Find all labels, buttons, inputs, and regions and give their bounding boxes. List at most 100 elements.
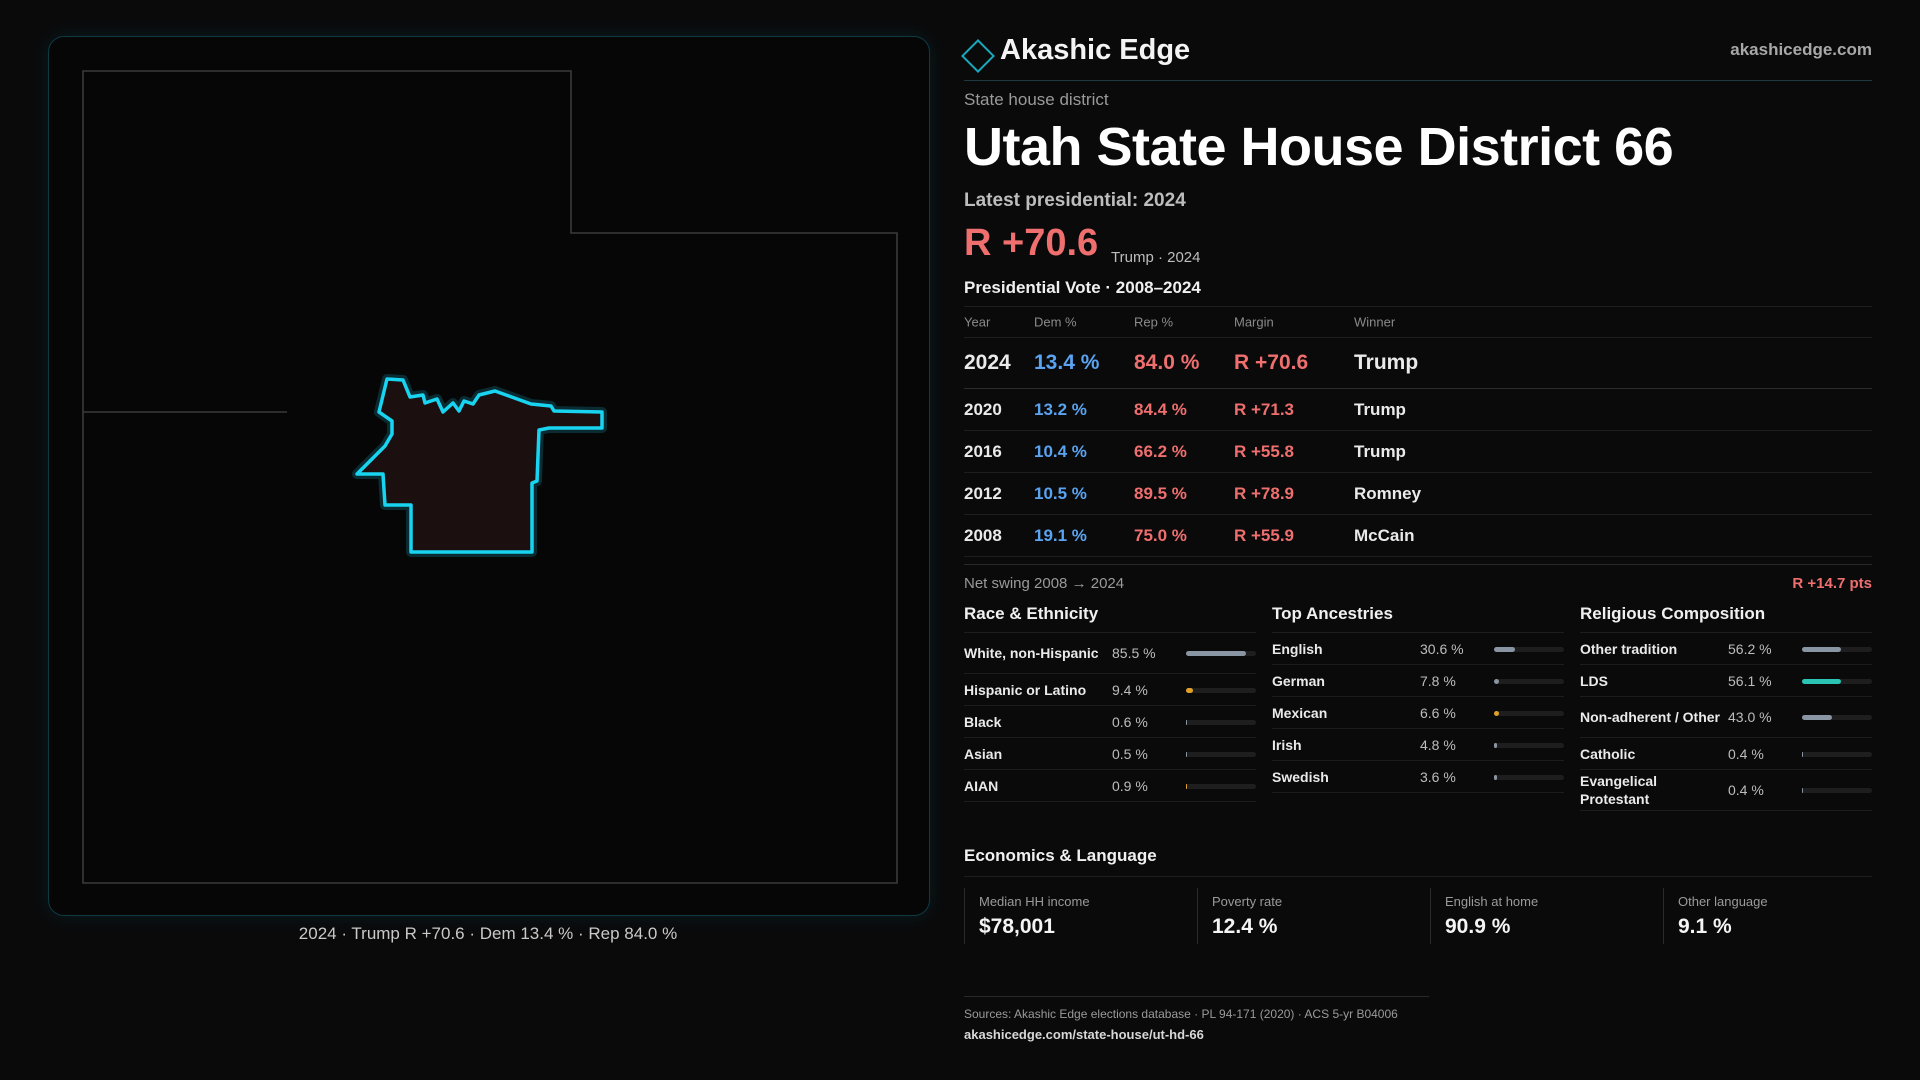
item-pct: 9.4 % <box>1112 681 1148 698</box>
econ-value: 90.9 % <box>1445 915 1511 938</box>
item-label: Black <box>964 713 1002 730</box>
row-year: 2008 <box>964 525 1002 545</box>
econ-value: $78,001 <box>979 915 1055 938</box>
brand-name[interactable]: Akashic Edge <box>1000 34 1191 66</box>
bar-track <box>1186 687 1256 693</box>
econ-value: 9.1 % <box>1678 915 1732 938</box>
table-row: 2016 10.4 % 66.2 % R +55.8 Trump <box>964 431 1872 473</box>
bar-track <box>1186 719 1256 725</box>
econ-english: English at home 90.9 % <box>1430 888 1650 944</box>
bar-fill <box>1186 651 1246 656</box>
bar-fill <box>1494 678 1500 684</box>
race-title: Race & Ethnicity <box>964 604 1256 633</box>
list-item: German 7.8 % <box>1272 665 1564 697</box>
row-dem: 10.4 % <box>1034 441 1087 461</box>
bar-fill <box>1802 678 1842 684</box>
list-item: Catholic 0.4 % <box>1580 738 1872 770</box>
bar-track <box>1494 678 1564 684</box>
bar-track <box>1802 646 1872 652</box>
item-label: Swedish <box>1272 768 1329 785</box>
table-row: 2020 13.2 % 84.4 % R +71.3 Trump <box>964 389 1872 431</box>
list-item: English 30.6 % <box>1272 633 1564 665</box>
item-pct: 7.8 % <box>1420 672 1456 689</box>
item-pct: 0.5 % <box>1112 745 1148 762</box>
item-label: Hispanic or Latino <box>964 681 1087 698</box>
econ-label: Other language <box>1678 894 1768 909</box>
econ-other-language: Other language 9.1 % <box>1663 888 1883 944</box>
row-year: 2024 <box>964 351 1011 374</box>
row-margin: R +70.6 <box>1234 351 1309 374</box>
list-item: White, non-Hispanic 85.5 % <box>964 633 1256 674</box>
bar-fill <box>1494 774 1497 780</box>
row-year: 2012 <box>964 483 1002 503</box>
row-margin: R +55.9 <box>1234 525 1295 545</box>
row-margin: R +71.3 <box>1234 399 1295 419</box>
list-item: Other tradition 56.2 % <box>1580 633 1872 665</box>
table-row: 2008 19.1 % 75.0 % R +55.9 McCain <box>964 515 1872 557</box>
list-item: Asian 0.5 % <box>964 738 1256 770</box>
results-table: Year Dem % Rep % Margin Winner 2024 13.4… <box>964 306 1872 557</box>
sources-text: Sources: Akashic Edge elections database… <box>964 1007 1398 1021</box>
religion-title: Religious Composition <box>1580 604 1872 633</box>
list-item: Mexican 6.6 % <box>1272 697 1564 729</box>
item-label: German <box>1272 672 1325 689</box>
econ-income: Median HH income $78,001 <box>964 888 1184 944</box>
page-url-link[interactable]: akashicedge.com/state-house/ut-hd-66 <box>964 1027 1204 1042</box>
list-item: LDS 56.1 % <box>1580 665 1872 697</box>
row-winner: Romney <box>1354 483 1422 503</box>
row-rep: 66.2 % <box>1134 441 1187 461</box>
row-winner: Trump <box>1354 351 1419 374</box>
site-link[interactable]: akashicedge.com <box>1730 40 1872 59</box>
bar-fill <box>1802 646 1842 652</box>
item-label: English <box>1272 640 1323 657</box>
map-canvas <box>82 70 898 884</box>
table-row: 2012 10.5 % 89.5 % R +78.9 Romney <box>964 473 1872 515</box>
bar-fill <box>1494 710 1499 716</box>
header-dem: Dem % <box>1034 314 1077 330</box>
row-margin: R +78.9 <box>1234 483 1295 503</box>
ancestry-section: Top Ancestries English 30.6 % German 7.8… <box>1272 604 1564 793</box>
bar-fill <box>1494 646 1516 652</box>
item-pct: 0.6 % <box>1112 713 1148 730</box>
page-title: Utah State House District 66 <box>964 117 1674 177</box>
econ-label: English at home <box>1445 894 1539 909</box>
results-title: Presidential Vote · 2008–2024 <box>964 278 1201 297</box>
item-label: Non-adherent / Other <box>1580 709 1721 725</box>
header-rep: Rep % <box>1134 314 1174 330</box>
bar-track <box>1494 774 1564 780</box>
header-year: Year <box>964 314 991 330</box>
item-label: AIAN <box>964 777 999 794</box>
row-rep: 84.4 % <box>1134 399 1187 419</box>
list-item: Swedish 3.6 % <box>1272 761 1564 793</box>
net-swing: Net swing 2008 → 2024 R +14.7 pts <box>964 564 1872 592</box>
header-margin: Margin <box>1234 314 1274 330</box>
bar-fill <box>1186 687 1193 693</box>
row-winner: McCain <box>1354 525 1415 545</box>
item-pct: 85.5 % <box>1112 645 1156 661</box>
bar-fill <box>1186 783 1187 789</box>
row-rep: 75.0 % <box>1134 525 1187 545</box>
econ-label: Median HH income <box>979 894 1090 909</box>
row-margin: R +55.8 <box>1234 441 1295 461</box>
item-label: Evangelical Protestant <box>1580 773 1658 807</box>
item-pct: 6.6 % <box>1420 704 1456 721</box>
item-label: Other tradition <box>1580 640 1678 657</box>
item-label: Mexican <box>1272 704 1328 721</box>
margin-subtext: Trump · 2024 <box>1111 249 1201 266</box>
list-item: Hispanic or Latino 9.4 % <box>964 674 1256 706</box>
district-shape[interactable] <box>352 374 607 557</box>
district-map <box>48 36 930 916</box>
bar-track <box>1186 783 1256 789</box>
state-outline <box>82 70 898 884</box>
row-dem: 13.2 % <box>1034 399 1087 419</box>
religion-section: Religious Composition Other tradition 56… <box>1580 604 1872 811</box>
item-pct: 30.6 % <box>1420 640 1464 657</box>
ancestry-title: Top Ancestries <box>1272 604 1564 633</box>
district-type: State house district <box>964 90 1109 109</box>
item-label: White, non-Hispanic <box>964 645 1099 661</box>
econ-poverty: Poverty rate 12.4 % <box>1197 888 1417 944</box>
bar-fill <box>1494 742 1498 748</box>
item-pct: 43.0 % <box>1728 709 1772 725</box>
item-pct: 0.9 % <box>1112 777 1148 794</box>
bar-fill <box>1802 715 1833 720</box>
